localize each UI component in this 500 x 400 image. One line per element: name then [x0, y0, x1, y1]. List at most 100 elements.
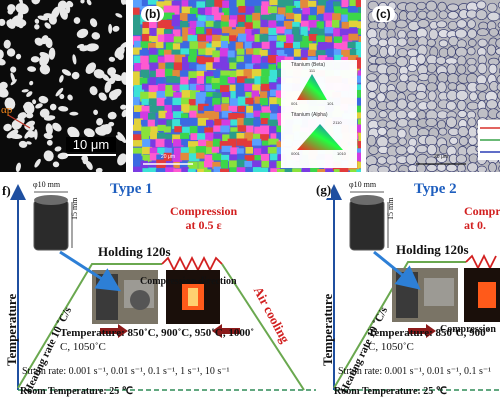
ebsd-grain [229, 167, 240, 177]
ebsd-grain [252, 138, 262, 146]
grain [397, 128, 407, 139]
ebsd-grain [277, 0, 288, 7]
ebsd-grain [181, 138, 191, 146]
grain [377, 126, 388, 136]
ebsd-grain [195, 146, 207, 156]
grain [408, 137, 418, 148]
ebsd-grain [148, 42, 157, 53]
ebsd-grain [148, 113, 156, 120]
scale-bar-b-text: 20 μm [161, 154, 175, 160]
ebsd-grain [196, 75, 204, 84]
ebsd-grain [347, 41, 357, 49]
alpha-grain [85, 62, 97, 74]
ebsd-grain [260, 118, 269, 125]
ebsd-grain [285, 12, 295, 20]
ebsd-map [131, 0, 369, 180]
alpha-grain [72, 54, 77, 65]
ebsd-grain [310, 167, 320, 175]
alpha-grain [52, 122, 62, 132]
ebsd-grain [205, 0, 217, 8]
ebsd-grain [131, 97, 140, 107]
ebsd-grain [300, 0, 309, 9]
ebsd-grain [221, 154, 232, 162]
alpha-grain [107, 111, 117, 120]
alpha-grain [104, 80, 112, 93]
ebsd-grain [165, 42, 177, 53]
ebsd-grain [229, 41, 238, 51]
ebsd-grain [292, 7, 301, 18]
ebsd-grain [164, 134, 175, 141]
ebsd-grain [187, 161, 198, 170]
alpha-grain [57, 152, 69, 160]
ebsd-grain [198, 139, 209, 147]
ebsd-grain [179, 20, 189, 28]
ebsd-grain [284, 43, 294, 50]
alpha-grain [3, 123, 12, 132]
ebsd-grain [293, 49, 302, 59]
alpha-grain [10, 72, 16, 84]
ebsd-grain [267, 147, 279, 154]
ebsd-grain [236, 159, 247, 168]
ebsd-grain [277, 20, 286, 29]
ebsd-grain [156, 154, 166, 162]
ebsd-grain [150, 126, 158, 134]
ebsd-grain [222, 0, 233, 11]
ebsd-grain [148, 47, 157, 55]
grain [407, 93, 417, 102]
grain [455, 154, 467, 164]
ebsd-grain [286, 34, 294, 44]
ebsd-grain [188, 71, 198, 80]
grain [376, 92, 386, 103]
ebsd-grain [203, 57, 215, 64]
grain [385, 120, 398, 130]
ebsd-grain [189, 48, 197, 58]
grain [475, 83, 488, 92]
alpha-grain [6, 48, 16, 57]
ebsd-grain [236, 0, 245, 8]
ebsd-grain [180, 132, 190, 140]
alpha-grain [23, 104, 29, 110]
legend-beta-tick-top: 111 [309, 68, 316, 73]
ebsd-grain [355, 112, 365, 119]
ebsd-grain [211, 82, 221, 90]
alpha-grain [117, 131, 127, 144]
ebsd-grain [164, 90, 174, 97]
ebsd-grain [254, 76, 266, 87]
alpha-grain [71, 71, 80, 80]
alpha-grain [82, 155, 89, 165]
ebsd-grain [214, 71, 222, 81]
ebsd-grain [172, 29, 181, 39]
grain [446, 63, 457, 75]
ebsd-grain [196, 56, 205, 65]
ebsd-grain [245, 48, 254, 55]
grain [488, 162, 497, 173]
ebsd-grain [211, 146, 220, 153]
grain-boundary-map [365, 0, 500, 184]
ebsd-grain [219, 48, 229, 57]
grain [496, 74, 500, 84]
ebsd-grain [260, 112, 271, 122]
alpha-grain [0, 87, 9, 98]
alpha-grain [120, 42, 128, 49]
specimen-diameter-g: φ10 mm [349, 180, 377, 189]
ebsd-grain [236, 138, 248, 146]
ebsd-grain [164, 139, 172, 148]
ebsd-grain [228, 113, 240, 122]
grain [487, 11, 500, 22]
ebsd-grain [355, 62, 366, 69]
ebsd-grain [213, 133, 224, 143]
ebsd-grain [188, 99, 198, 107]
ebsd-grain [347, 6, 357, 13]
panel-label-f: f) [2, 183, 11, 198]
alpha-grain [0, 58, 6, 66]
ebsd-grain [260, 76, 269, 85]
ebsd-grain [246, 35, 256, 42]
ebsd-grain [141, 83, 151, 90]
ebsd-grain [174, 126, 182, 133]
grain [396, 37, 408, 47]
ebsd-grain [253, 103, 261, 113]
ebsd-grain [284, 48, 294, 55]
ebsd-grain [206, 43, 217, 51]
ebsd-grain [164, 99, 176, 107]
ebsd-grain [204, 160, 214, 168]
